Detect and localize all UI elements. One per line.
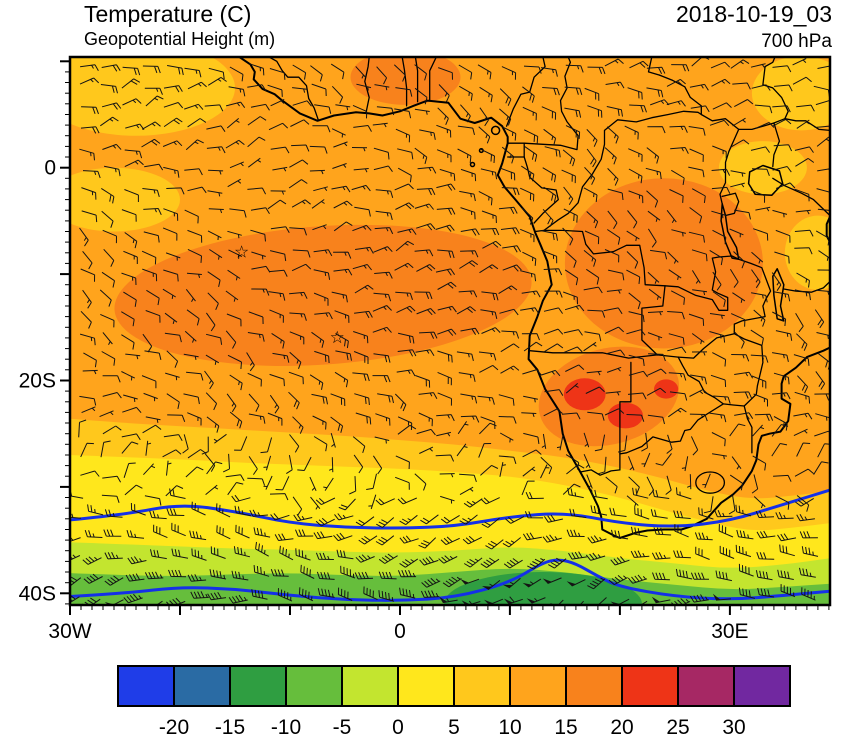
colorbar-cell — [285, 665, 343, 707]
country-border — [772, 177, 830, 217]
country-border — [784, 118, 830, 132]
country-border — [783, 280, 830, 293]
x-axis-tick-label: 30W — [48, 620, 91, 643]
lake — [720, 203, 740, 260]
axis-ticks — [60, 60, 830, 615]
colorbar-cell — [733, 665, 791, 707]
coastline — [238, 57, 830, 539]
coastline — [825, 215, 830, 244]
colorbar-cell — [229, 665, 287, 707]
colorbar-tick-label: 30 — [722, 716, 745, 739]
colorbar-cell — [453, 665, 511, 707]
colorbar-cell — [173, 665, 231, 707]
country-border — [529, 350, 679, 359]
colorbar-tick-label: 20 — [610, 716, 633, 739]
page-subtitle: Geopotential Height (m) — [84, 29, 276, 49]
colorbar-tick-label: -15 — [215, 716, 245, 739]
colorbar-cell — [117, 665, 175, 707]
lake — [747, 164, 784, 197]
colorbar-cell — [677, 665, 735, 707]
country-border — [733, 333, 764, 407]
station-star-marker: ☆ — [330, 328, 345, 347]
country-border — [664, 255, 740, 311]
y-axis-tick-label: 20S — [19, 370, 56, 393]
colorbar-labels: -20 -15 -10 -5 0 5 10 15 20 25 30 — [159, 716, 746, 739]
temperature-patch — [564, 178, 763, 349]
map-canvas: ☆☆ — [70, 57, 830, 605]
colorbar-tick-label: -20 — [159, 716, 189, 739]
colorbar-cell — [509, 665, 567, 707]
country-border — [523, 156, 559, 224]
country-border — [579, 469, 621, 476]
country-border — [401, 57, 408, 107]
lake — [772, 268, 785, 322]
temperature-patch — [718, 141, 807, 195]
axis-labels: 30W 0 30E 0 20S 40S — [19, 157, 749, 643]
country-border — [695, 471, 726, 494]
page-title: Temperature (C) — [84, 1, 252, 27]
colorbar-tick-label: 10 — [498, 716, 521, 739]
country-border — [364, 57, 370, 115]
temperature-patch — [654, 379, 679, 399]
temperature-patch — [114, 224, 532, 366]
colorbar-cell — [341, 665, 399, 707]
temperature-patch — [784, 215, 830, 290]
y-axis-tick-label: 40S — [19, 582, 56, 605]
temperature-patch — [607, 402, 644, 429]
colorbar-cell — [621, 665, 679, 707]
geopotential-height-contour — [70, 488, 830, 530]
country-border — [507, 57, 579, 151]
station-star-marker: ☆ — [234, 243, 249, 262]
colorbar-tick-label: 15 — [554, 716, 577, 739]
colorbar-tick-label: 0 — [392, 716, 404, 739]
valid-datetime: 2018-10-19_03 — [675, 1, 832, 27]
temperature-patch — [70, 167, 180, 232]
pressure-level: 700 hPa — [761, 31, 832, 52]
x-axis-tick-label: 0 — [394, 620, 406, 643]
station-markers: ☆☆ — [234, 243, 345, 347]
country-border — [429, 57, 437, 101]
country-border — [647, 57, 661, 76]
y-axis-tick-label: 0 — [44, 157, 56, 180]
colorbar — [117, 665, 791, 707]
colorbar-tick-label: -5 — [333, 716, 352, 739]
country-border — [619, 403, 724, 455]
colorbar-tick-label: -10 — [271, 716, 301, 739]
country-border — [721, 192, 740, 217]
country-border — [762, 57, 789, 124]
country-border — [268, 57, 320, 122]
temperature-band — [70, 568, 830, 605]
country-border — [543, 229, 666, 356]
temperature-patch — [70, 57, 235, 136]
cold-pool — [443, 572, 642, 605]
country-border — [677, 356, 753, 454]
island — [469, 161, 476, 168]
country-border — [658, 74, 702, 116]
colorbar-cell — [565, 665, 623, 707]
geopotential-height-contour — [70, 558, 830, 602]
plot-frame — [68, 55, 832, 607]
country-border — [677, 333, 735, 359]
island — [490, 125, 501, 136]
country-border — [534, 110, 740, 233]
temperature-patch — [563, 378, 606, 411]
country-border — [619, 361, 632, 471]
colorbar-cell — [397, 665, 455, 707]
coastlines-and-borders — [238, 57, 830, 539]
x-axis-tick-label: 30E — [711, 620, 748, 643]
colorbar-tick-label: 25 — [666, 716, 689, 739]
temperature-patch — [751, 57, 830, 131]
country-border — [414, 57, 419, 103]
colorbar-tick-label: 5 — [448, 716, 460, 739]
